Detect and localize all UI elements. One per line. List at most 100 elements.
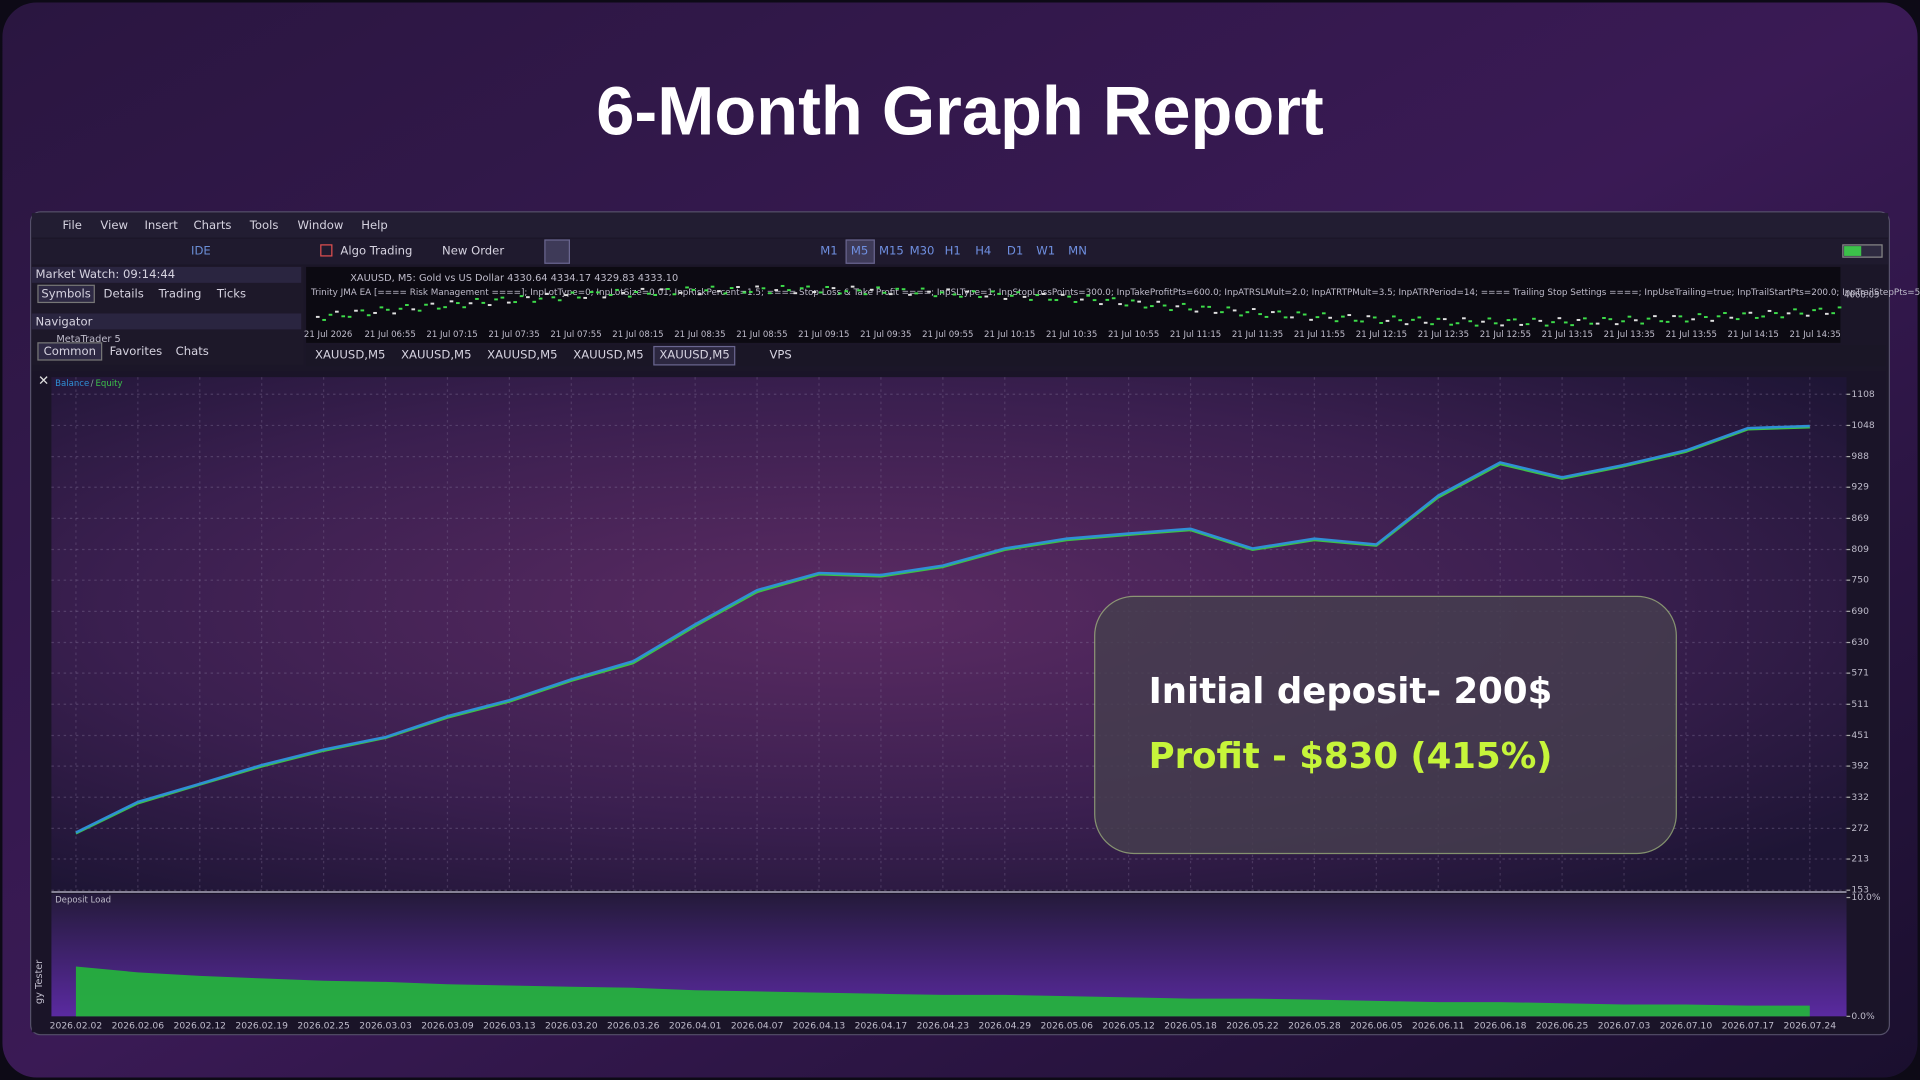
timeframe-button[interactable]: H1	[945, 244, 961, 258]
x-tick-label: 2026.02.12	[174, 1021, 227, 1032]
candle	[576, 296, 581, 299]
candle	[678, 291, 683, 294]
candle	[1589, 322, 1594, 325]
new-order-button[interactable]: New Order	[442, 244, 504, 258]
panel-tab[interactable]: Trading	[158, 286, 202, 300]
candle	[1264, 315, 1269, 318]
candle	[538, 297, 543, 300]
panel-tab[interactable]: Favorites	[110, 344, 163, 358]
candle	[1653, 315, 1657, 318]
candle	[1054, 299, 1059, 302]
candle	[1538, 319, 1543, 322]
candle	[1181, 302, 1186, 305]
candle	[1799, 312, 1804, 315]
candle	[1398, 319, 1403, 322]
ide-button[interactable]: IDE	[191, 244, 211, 258]
menu-item[interactable]: Help	[361, 218, 388, 232]
candle	[787, 289, 791, 292]
candle	[1595, 322, 1600, 325]
chart-tab[interactable]: XAUUSD,M5	[573, 348, 643, 362]
candle	[1207, 305, 1212, 308]
candle	[398, 307, 403, 310]
candle	[1557, 317, 1562, 320]
panel-tab[interactable]: Common	[44, 344, 96, 358]
mini-time-label: 21 Jul 10:35	[1046, 330, 1097, 340]
timeframe-button[interactable]: D1	[1007, 244, 1023, 258]
signal-fill	[1844, 246, 1862, 256]
mini-time-label: 21 Jul 11:35	[1232, 330, 1283, 340]
menu-item[interactable]: Charts	[193, 218, 231, 232]
candle	[806, 285, 810, 288]
timeframe-button[interactable]: M5	[851, 244, 868, 258]
y-tick-label: 332	[1851, 792, 1869, 803]
candle	[1379, 321, 1383, 324]
candle	[430, 302, 435, 305]
candle	[1029, 298, 1033, 301]
timeframe-button[interactable]: W1	[1036, 244, 1055, 258]
candle	[1315, 316, 1320, 319]
candle	[984, 295, 989, 298]
menu-item[interactable]: View	[100, 218, 128, 232]
candle	[1780, 316, 1785, 319]
candle	[755, 285, 759, 288]
menu-item[interactable]: Tools	[249, 218, 279, 232]
chart-tab[interactable]: XAUUSD,M5	[315, 348, 385, 362]
candle	[424, 303, 428, 306]
x-tick-label: 2026.05.06	[1040, 1021, 1093, 1032]
candle	[1162, 304, 1167, 307]
timeframe-button[interactable]: M1	[820, 244, 837, 258]
candle	[627, 295, 632, 298]
candle	[748, 290, 753, 293]
x-tick-label: 2026.02.06	[112, 1021, 165, 1032]
chart-tab[interactable]: XAUUSD,M5	[659, 348, 729, 362]
panel-tab[interactable]: Details	[104, 286, 144, 300]
mini-time-label: 21 Jul 14:15	[1728, 330, 1779, 340]
chart-tab[interactable]: VPS	[769, 348, 791, 362]
candle	[1277, 310, 1282, 313]
active-timeframe	[845, 239, 875, 264]
candle	[532, 300, 537, 303]
chart-tab[interactable]: XAUUSD,M5	[487, 348, 557, 362]
candle	[1309, 318, 1313, 321]
candle	[1220, 311, 1224, 314]
candle	[1022, 295, 1027, 298]
candle	[347, 315, 352, 318]
candle	[946, 288, 950, 291]
candle	[729, 287, 734, 290]
candle	[799, 287, 804, 290]
menu-item[interactable]: File	[62, 218, 81, 232]
panel-tab[interactable]: Ticks	[216, 286, 246, 300]
panel-tab[interactable]: Symbols	[41, 286, 90, 300]
candle	[487, 304, 492, 307]
active-tab	[37, 342, 103, 361]
mini-time-label: 21 Jul 13:35	[1604, 330, 1655, 340]
menu-item[interactable]: Window	[298, 218, 344, 232]
y-tick-label: 1108	[1851, 389, 1875, 400]
candle	[462, 306, 467, 309]
timeframe-button[interactable]: MN	[1068, 244, 1087, 258]
y-tick-label: 571	[1851, 668, 1869, 679]
chart-tab[interactable]: XAUUSD,M5	[401, 348, 471, 362]
timeframe-button[interactable]: M30	[910, 244, 935, 258]
candle	[1767, 309, 1772, 312]
algo-trading-button[interactable]: Algo Trading	[340, 244, 412, 258]
navigator-item[interactable]: MetaTrader 5	[56, 334, 120, 345]
x-tick-label: 2026.04.23	[917, 1021, 970, 1032]
timeframe-button[interactable]: H4	[975, 244, 991, 258]
candle	[436, 307, 441, 310]
candle	[710, 285, 715, 288]
candle	[1608, 318, 1613, 321]
candle	[1672, 315, 1676, 318]
candle	[723, 292, 728, 295]
timeframe-button[interactable]: M15	[879, 244, 904, 258]
candle	[1621, 320, 1625, 323]
menu-item[interactable]: Insert	[144, 218, 178, 232]
candle	[1411, 318, 1415, 321]
panel-tab[interactable]: Chats	[176, 344, 209, 358]
candle	[844, 290, 849, 293]
candle	[315, 315, 320, 318]
close-button[interactable]: ✕	[38, 374, 49, 389]
mini-time-label: 21 Jul 09:35	[860, 330, 911, 340]
candle	[551, 296, 556, 299]
candle	[322, 318, 326, 321]
